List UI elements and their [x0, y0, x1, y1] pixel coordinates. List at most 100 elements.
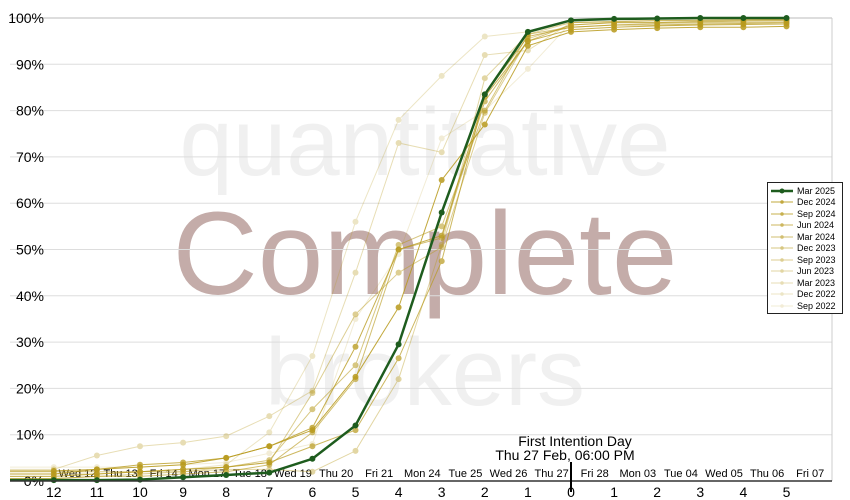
data-point — [740, 15, 747, 21]
legend-swatch — [771, 223, 793, 228]
data-point — [654, 15, 661, 22]
legend-swatch — [771, 269, 793, 274]
legend-swatch — [771, 188, 793, 194]
legend-label: Sep 2023 — [797, 254, 836, 265]
data-point — [93, 471, 100, 478]
x-tick-label: 0 — [567, 484, 575, 500]
data-point — [352, 362, 359, 369]
data-point — [611, 26, 618, 33]
data-point — [611, 15, 618, 22]
date-label: Mon 24 — [404, 468, 441, 480]
data-point — [309, 455, 316, 462]
data-point — [352, 422, 359, 429]
data-point — [352, 447, 359, 454]
data-point — [481, 33, 488, 40]
data-point — [524, 42, 531, 49]
data-point — [568, 17, 574, 24]
legend-swatch — [771, 211, 793, 216]
x-tick-label: 4 — [395, 484, 403, 500]
x-tick-label: 7 — [265, 484, 273, 500]
date-label: Thu 20 — [319, 468, 353, 480]
y-tick-label: 80% — [16, 103, 44, 119]
data-point — [740, 24, 747, 31]
legend-item: Dec 2023 — [768, 243, 842, 255]
legend-swatch — [771, 246, 793, 251]
data-point — [481, 121, 488, 128]
data-point — [438, 258, 445, 265]
data-point — [783, 15, 790, 21]
data-point — [438, 232, 445, 239]
legend-swatch — [771, 200, 793, 205]
data-point — [352, 427, 359, 434]
y-tick-label: 30% — [16, 334, 44, 350]
data-point — [395, 341, 402, 348]
date-label: Thu 27 — [534, 468, 568, 480]
x-tick-label: 2 — [481, 484, 489, 500]
x-tick-label: 6 — [309, 484, 317, 500]
data-point — [438, 244, 445, 251]
legend-item: Sep 2022 — [768, 300, 842, 312]
data-point — [438, 72, 445, 79]
data-point — [223, 464, 230, 471]
legend-item: Mar 2024 — [768, 231, 842, 243]
data-point — [137, 468, 143, 475]
legend-item: Jun 2023 — [768, 266, 842, 278]
y-tick-label: 90% — [16, 56, 44, 72]
y-tick-label: 20% — [16, 380, 44, 396]
date-label: Wed 05 — [705, 468, 743, 480]
legend-label: Mar 2025 — [797, 185, 836, 196]
data-point — [352, 311, 359, 318]
date-label: Fri 28 — [581, 468, 609, 480]
data-point — [481, 107, 488, 114]
data-point — [395, 355, 402, 362]
data-point — [438, 241, 445, 248]
x-tick-label: 3 — [696, 484, 704, 500]
data-point — [266, 459, 273, 466]
data-point — [93, 452, 100, 459]
data-point — [266, 443, 273, 450]
x-tick-label: 2 — [653, 484, 661, 500]
data-point — [266, 413, 273, 420]
date-label: Mon 03 — [619, 468, 656, 480]
legend: Mar 2025 Dec 2024 Sep 2024 Jun 2024 Mar 2024… — [767, 182, 843, 314]
data-point — [309, 387, 316, 394]
data-point — [180, 439, 187, 446]
data-point — [654, 25, 661, 32]
date-label: Thu 13 — [103, 468, 137, 480]
legend-label: Dec 2024 — [797, 197, 836, 208]
data-point — [395, 116, 402, 123]
legend-label: Dec 2022 — [797, 289, 836, 300]
data-point — [395, 246, 402, 253]
date-label: Wed 26 — [490, 468, 528, 480]
data-point — [223, 433, 230, 440]
x-tick-label: 11 — [90, 484, 105, 500]
data-point — [309, 468, 316, 475]
data-point — [50, 467, 57, 474]
data-point — [697, 24, 704, 31]
legend-swatch — [771, 257, 793, 262]
data-point — [438, 223, 445, 230]
data-point — [352, 218, 359, 225]
data-point — [266, 469, 273, 476]
data-point — [481, 91, 488, 98]
data-point — [266, 450, 273, 457]
y-tick-label: 40% — [16, 288, 44, 304]
legend-label: Sep 2024 — [797, 208, 836, 219]
data-point — [266, 429, 273, 436]
data-point — [568, 28, 574, 35]
data-point — [180, 474, 187, 481]
date-label: Tue 25 — [448, 468, 482, 480]
data-point — [524, 28, 531, 35]
x-tick-label: 1 — [610, 484, 618, 500]
data-point — [524, 38, 531, 45]
data-point — [352, 373, 359, 380]
date-label: Fri 21 — [365, 468, 393, 480]
data-point — [697, 15, 704, 21]
date-label: Wed 19 — [274, 468, 312, 480]
y-tick-label: 60% — [16, 195, 44, 211]
data-point — [352, 315, 359, 322]
date-label: Tue 04 — [664, 468, 698, 480]
data-point — [309, 390, 316, 397]
data-point — [309, 443, 316, 450]
data-point — [223, 471, 230, 478]
